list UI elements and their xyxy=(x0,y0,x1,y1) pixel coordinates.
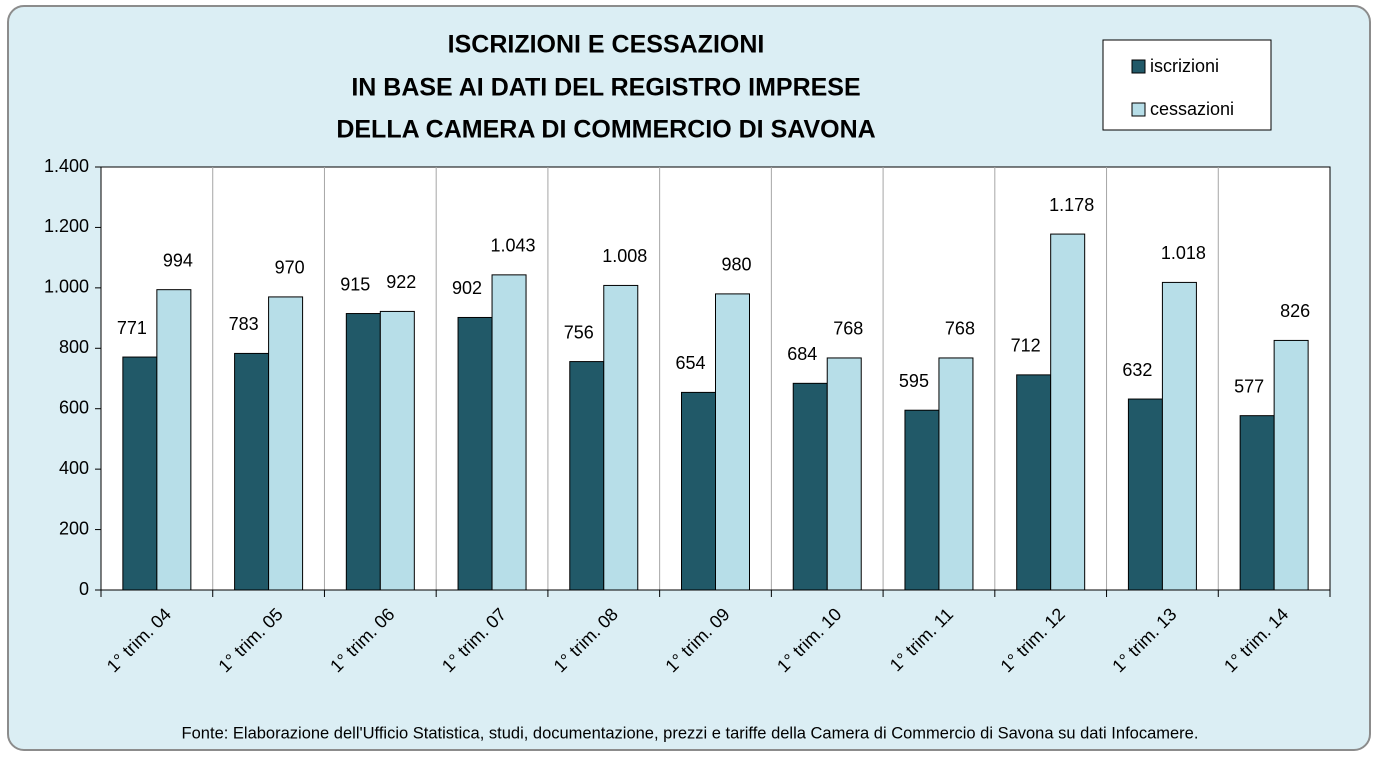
y-tick-label: 600 xyxy=(59,397,89,417)
legend-label: cessazioni xyxy=(1150,99,1234,119)
legend-swatch xyxy=(1131,102,1146,117)
bar xyxy=(904,409,940,591)
bar xyxy=(569,361,605,591)
bar xyxy=(826,357,862,591)
chart-title: DELLA CAMERA DI COMMERCIO DI SAVONA xyxy=(336,116,875,144)
y-tick-label: 1.400 xyxy=(44,156,89,176)
bar xyxy=(491,274,527,591)
legend-swatch xyxy=(1131,59,1146,74)
bar xyxy=(122,356,158,591)
data-label: 768 xyxy=(833,319,863,339)
data-label: 595 xyxy=(899,371,929,391)
bar xyxy=(1239,415,1275,591)
bar xyxy=(234,352,270,591)
data-label: 980 xyxy=(721,255,751,275)
bar xyxy=(1050,233,1086,591)
source-note: Fonte: Elaborazione dell'Ufficio Statist… xyxy=(182,724,1199,742)
y-tick-label: 800 xyxy=(59,337,89,357)
data-label: 632 xyxy=(1122,360,1152,380)
data-label: 1.018 xyxy=(1161,243,1206,263)
data-label: 902 xyxy=(452,278,482,298)
y-tick-label: 1.200 xyxy=(44,216,89,236)
chart-title: ISCRIZIONI E CESSAZIONI xyxy=(448,31,765,59)
y-tick-label: 1.000 xyxy=(44,277,89,297)
bar xyxy=(1161,281,1197,591)
data-label: 768 xyxy=(945,319,975,339)
bar xyxy=(603,284,639,591)
bar xyxy=(379,310,415,591)
y-tick-label: 400 xyxy=(59,458,89,478)
bar xyxy=(715,293,750,591)
bar xyxy=(268,296,304,591)
bar xyxy=(792,382,828,591)
chart-title: IN BASE AI DATI DEL REGISTRO IMPRESE xyxy=(351,74,860,102)
data-label: 1.008 xyxy=(602,246,647,266)
bar xyxy=(1273,339,1309,591)
bar xyxy=(938,357,974,591)
y-tick-label: 200 xyxy=(59,518,89,538)
data-label: 826 xyxy=(1280,301,1310,321)
data-label: 915 xyxy=(340,274,370,294)
data-label: 654 xyxy=(675,353,705,373)
y-tick-label: 0 xyxy=(79,579,89,599)
data-label: 712 xyxy=(1011,336,1041,356)
data-label: 1.043 xyxy=(491,236,536,256)
data-label: 756 xyxy=(564,322,594,342)
bar xyxy=(156,289,192,591)
bar xyxy=(457,316,493,591)
data-label: 783 xyxy=(229,314,259,334)
bar xyxy=(1016,374,1052,591)
data-label: 577 xyxy=(1234,376,1264,396)
data-label: 970 xyxy=(275,258,305,278)
data-label: 1.178 xyxy=(1049,195,1094,215)
legend-label: iscrizioni xyxy=(1150,56,1219,76)
data-label: 684 xyxy=(787,344,817,364)
data-label: 994 xyxy=(163,250,193,270)
bar xyxy=(1127,398,1163,591)
legend xyxy=(1102,39,1272,131)
data-label: 771 xyxy=(117,318,147,338)
bar xyxy=(681,391,716,591)
bar xyxy=(345,313,381,591)
data-label: 922 xyxy=(386,272,416,292)
